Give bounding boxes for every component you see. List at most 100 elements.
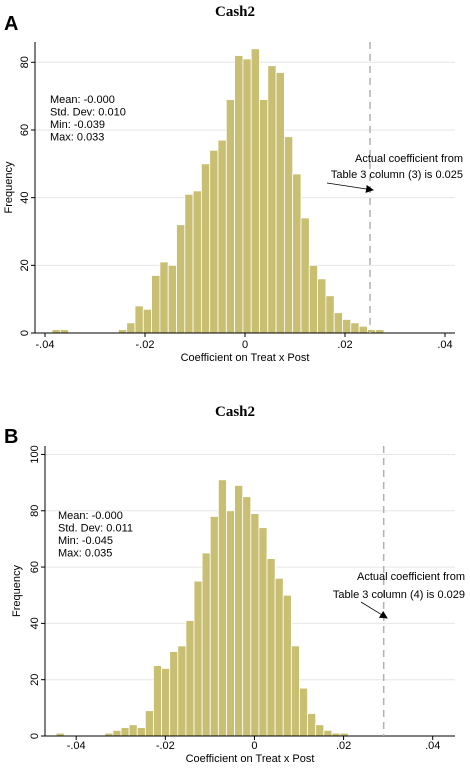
histogram-bar [225, 99, 236, 334]
stats-annotation: Std. Dev: 0.010 [50, 107, 126, 119]
histogram-bar [167, 264, 177, 334]
actual-coefficient-label: Table 3 column (4) is 0.029 [333, 589, 465, 601]
histogram-bar [315, 724, 325, 737]
histogram-bar [300, 217, 310, 334]
histogram-bar [200, 163, 211, 334]
y-tick-label: 80 [29, 505, 41, 517]
panel-letter: A [4, 13, 18, 35]
x-axis-label: Coefficient on Treat x Post [181, 352, 310, 364]
histogram-bar [375, 329, 385, 334]
histogram-bar [342, 319, 352, 334]
histogram-bar [134, 305, 144, 334]
x-axis-label: Coefficient on Treat x Post [186, 753, 315, 765]
histogram-bar [120, 727, 130, 737]
histogram-bar [185, 620, 195, 737]
histogram-panel-b: B Cash2 0 20 40 60 80 100 -.04 -.02 0 .02 .04 Coeffic… [4, 404, 465, 765]
histogram-bar [217, 139, 227, 334]
histogram-bar [136, 727, 146, 737]
histogram-bar [144, 710, 154, 737]
histogram-bar [290, 645, 300, 737]
stats-annotation: Std. Dev: 0.011 [58, 523, 133, 535]
histogram-bar [177, 645, 187, 737]
stats-annotation: Max: 0.035 [58, 548, 112, 560]
histogram-bar [358, 325, 368, 334]
stats-annotation: Mean: -0.000 [50, 94, 115, 106]
histogram-bar [250, 513, 260, 737]
histogram-bar [234, 485, 244, 737]
annotation-arrow [360, 601, 388, 619]
histogram-bar [242, 496, 252, 737]
y-tick-label: 40 [19, 192, 31, 204]
x-tick-label: -.02 [136, 339, 155, 351]
actual-coefficient-label: Actual coefficient from [355, 153, 463, 165]
x-tick-label: 0 [242, 339, 248, 351]
stats-annotation: Min: -0.045 [58, 535, 113, 547]
histogram-bar [176, 224, 186, 334]
y-axis-label: Frequency [11, 565, 23, 617]
histogram-bar [142, 308, 153, 334]
y-tick-label: 20 [29, 674, 41, 686]
histogram-bar [51, 329, 61, 334]
histogram-bar [59, 329, 69, 334]
x-tick-label: -.02 [156, 740, 175, 752]
y-tick-label: 20 [19, 259, 31, 271]
histogram-bar [192, 190, 202, 334]
histogram-bar [250, 48, 260, 334]
x-tick-label: .02 [336, 740, 351, 752]
actual-coefficient-label: Actual coefficient from [357, 571, 465, 583]
x-tick-label: .04 [437, 339, 452, 351]
histogram-bar [184, 193, 194, 334]
y-tick-label: 0 [29, 733, 41, 739]
stats-annotation: Mean: -0.000 [58, 510, 123, 522]
panel-letter: B [4, 426, 18, 448]
x-tick-label: -.04 [36, 339, 55, 351]
x-tick-label: -.04 [67, 740, 86, 752]
histogram-bar [217, 479, 227, 737]
histogram-bar [153, 665, 162, 737]
actual-coefficient-label: Table 3 column (3) is 0.025 [331, 169, 463, 181]
histogram-bar [325, 295, 335, 334]
histogram-bar [242, 58, 252, 334]
histogram-bar [259, 99, 269, 334]
histogram-bar [366, 329, 377, 334]
histogram-bar [128, 724, 138, 737]
histogram-bar [118, 329, 128, 334]
histogram-bar [299, 687, 308, 737]
histogram-bar [112, 729, 122, 737]
histogram-bar [193, 580, 203, 737]
histogram-bar [274, 577, 284, 737]
histogram-bar [333, 312, 343, 334]
histogram-bar [159, 261, 169, 334]
x-tick-label: .02 [337, 339, 352, 351]
y-tick-label: 80 [19, 56, 31, 68]
histogram-bar [266, 558, 276, 737]
y-tick-label: 60 [29, 561, 41, 573]
y-tick-label: 100 [29, 445, 41, 463]
histogram-bar [282, 594, 292, 737]
y-axis-label: Frequency [3, 161, 15, 213]
chart-title: Cash2 [215, 4, 255, 20]
histogram-bar [323, 729, 333, 737]
histogram-bar [151, 275, 161, 334]
histogram-panel-a: A Cash2 0 20 40 60 80 -.04 -.02 0 .02 .04 Coefficien… [3, 4, 463, 364]
histogram-bar [307, 713, 317, 737]
histogram-bar [308, 264, 318, 334]
y-tick-label: 0 [19, 330, 31, 336]
histogram-bar [226, 510, 235, 737]
chart-title: Cash2 [215, 404, 255, 420]
histogram-bar [283, 136, 294, 334]
histogram-bar [126, 322, 136, 334]
histogram-bar [161, 668, 171, 737]
annotation-arrow [326, 182, 374, 193]
stats-annotation: Max: 0.033 [50, 132, 104, 144]
y-tick-label: 60 [19, 124, 31, 136]
histogram-bar [209, 515, 219, 737]
histogram-bar [169, 651, 179, 737]
histogram-bar [201, 552, 211, 737]
histogram-bar [317, 278, 327, 334]
y-tick-label: 40 [29, 617, 41, 629]
histogram-bar [209, 149, 219, 334]
histogram-bar [258, 527, 268, 737]
stats-annotation: Min: -0.039 [50, 119, 105, 131]
